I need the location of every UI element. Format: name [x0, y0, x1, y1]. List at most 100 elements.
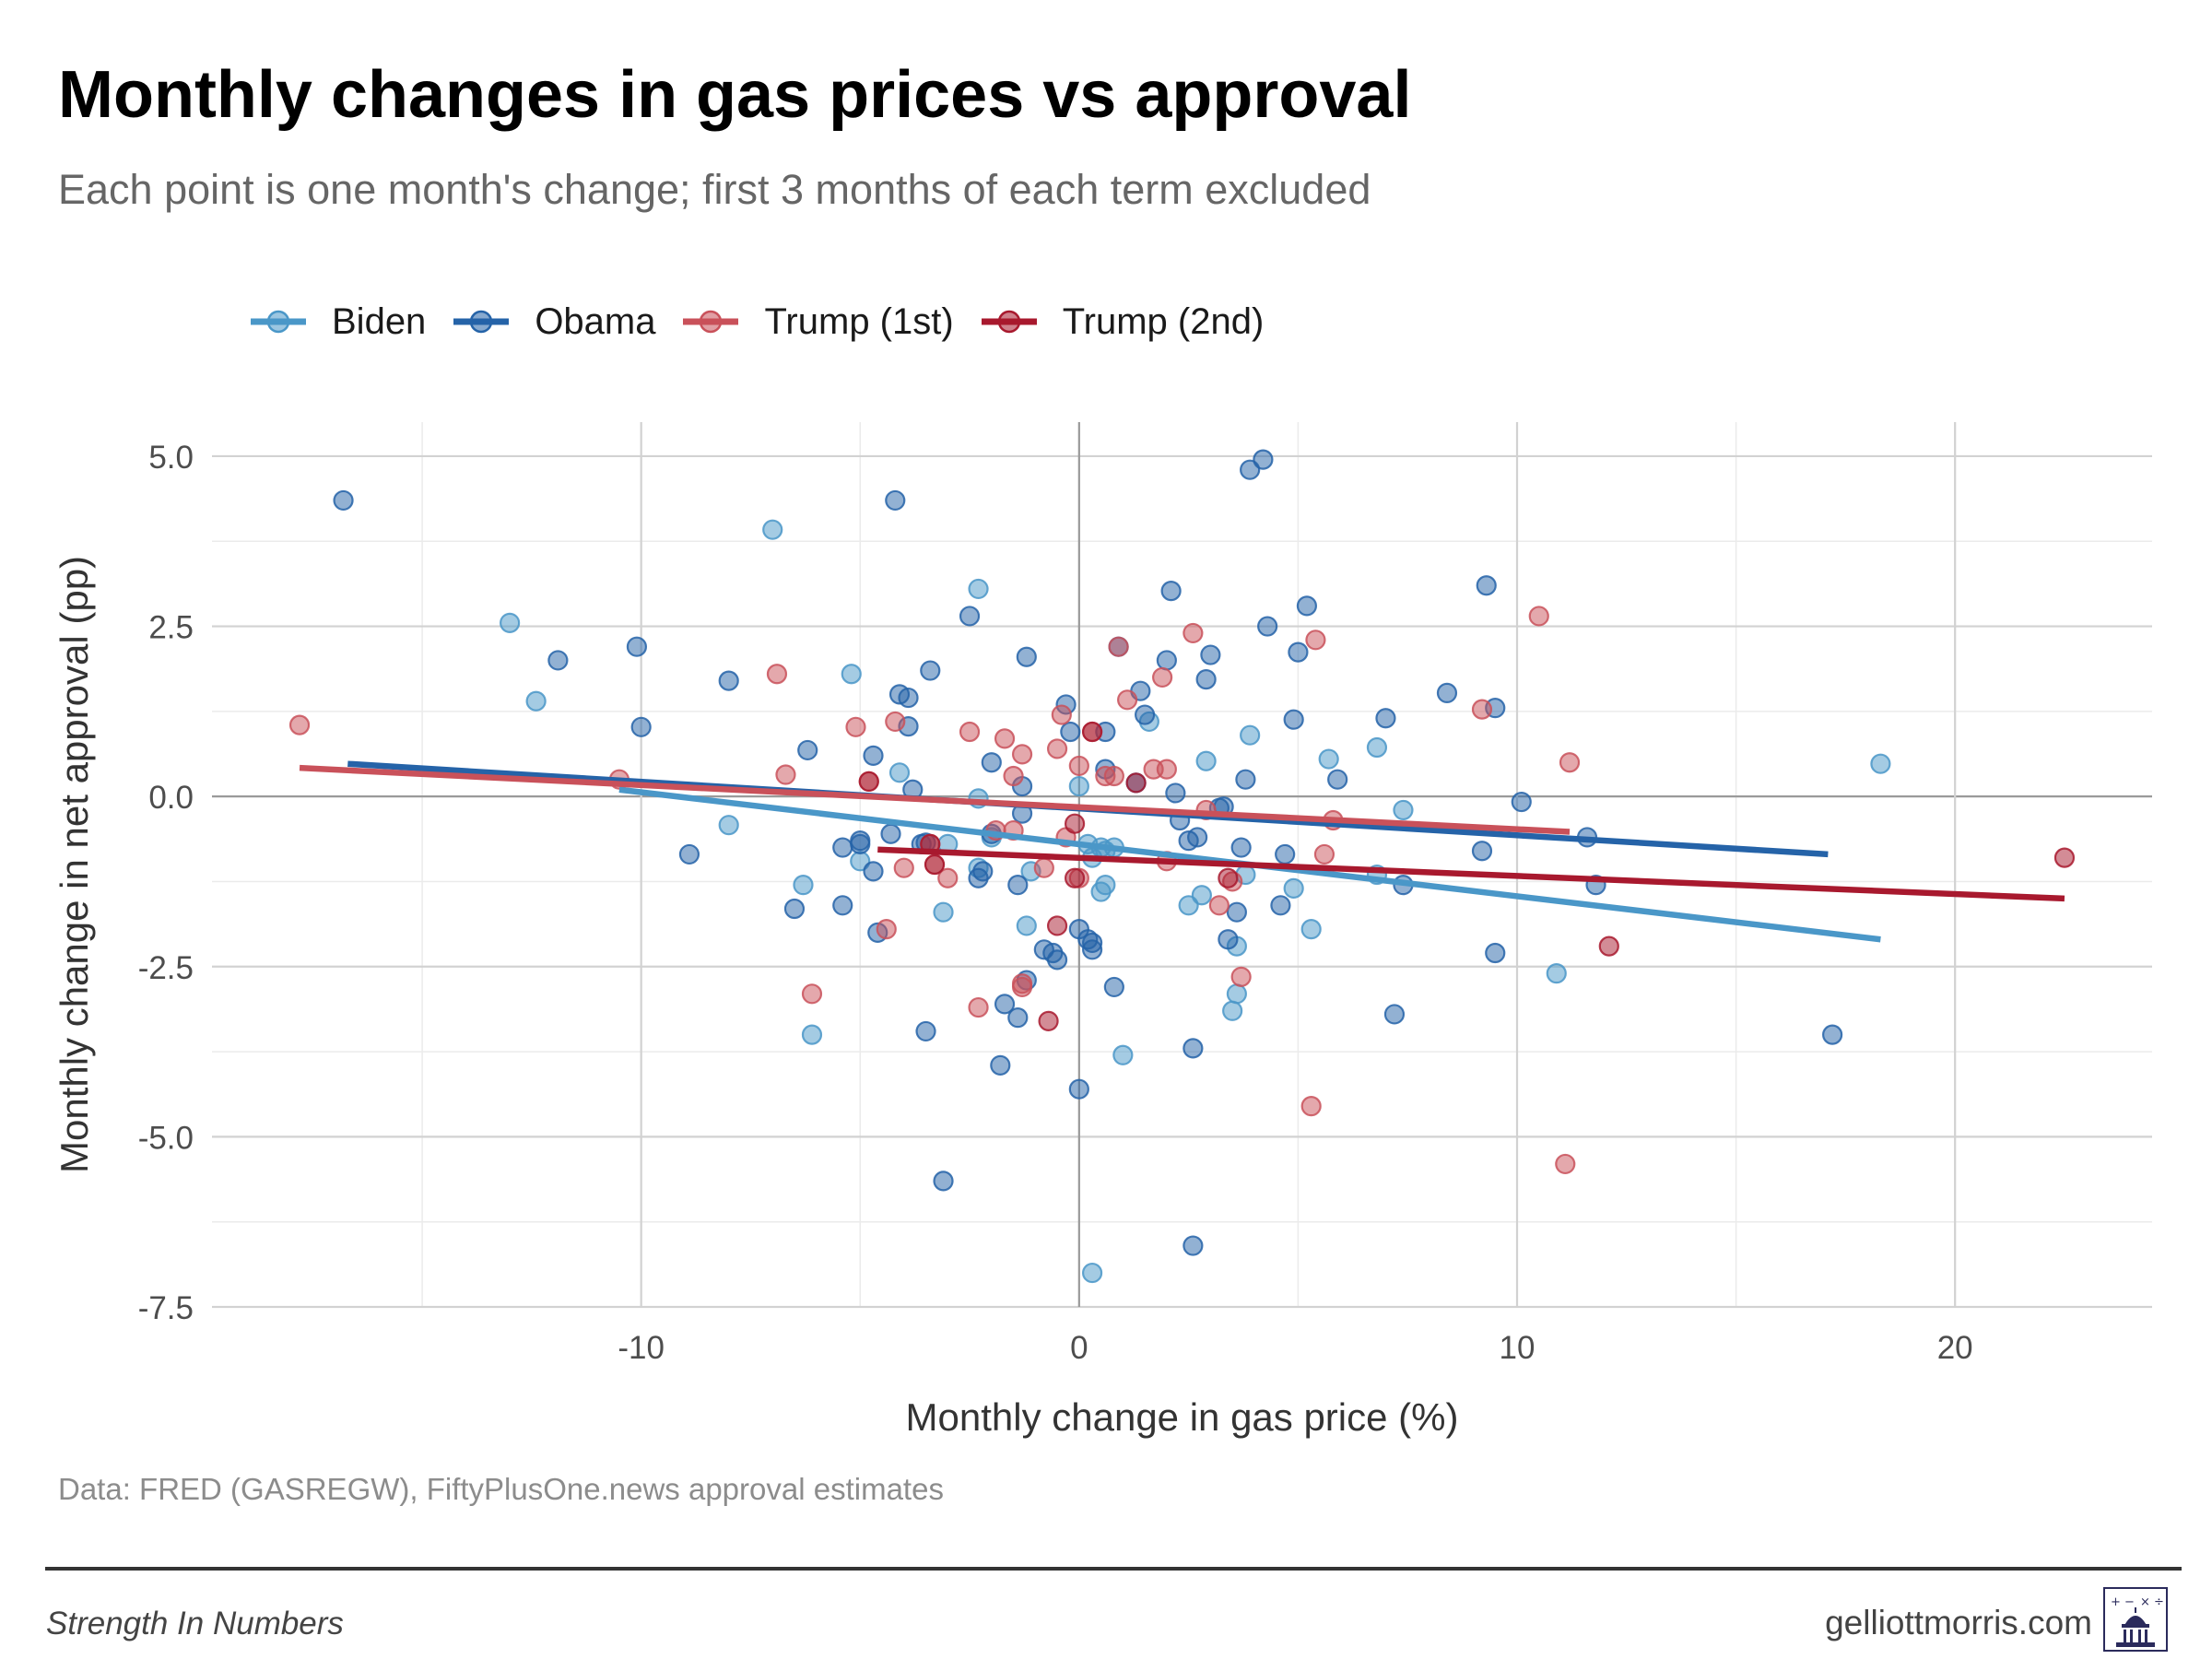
data-point [1081, 721, 1103, 743]
data-point [1218, 867, 1239, 888]
data-point [1103, 976, 1124, 998]
data-point [547, 650, 569, 671]
data-point [933, 901, 954, 923]
data-point [801, 1024, 823, 1045]
data-point [1275, 843, 1296, 865]
data-point [1257, 616, 1278, 637]
data-point [1081, 932, 1103, 954]
data-point [1226, 901, 1247, 923]
data-point [1038, 1010, 1059, 1031]
legend-item-biden: Biden [251, 301, 426, 343]
data-point [893, 857, 914, 878]
data-point [525, 690, 547, 712]
data-point [1068, 755, 1089, 777]
data-point [1064, 867, 1086, 888]
y-tick-label: -2.5 [138, 950, 194, 986]
data-point [1003, 765, 1024, 787]
x-tick-label: 10 [1500, 1330, 1535, 1366]
data-point [937, 867, 959, 888]
data-point [1327, 769, 1348, 790]
x-tick-label: 20 [1937, 1330, 1973, 1366]
data-point [1870, 753, 1891, 774]
svg-text:+ −: + − [2111, 1595, 2135, 1609]
data-point [888, 762, 911, 783]
series-points-trump-1st [288, 606, 1581, 1175]
data-point [1230, 966, 1252, 987]
site-link[interactable]: gelliottmorris.com [1825, 1604, 2092, 1641]
data-point [1230, 837, 1252, 858]
legend-label-trump-1st: Trump (1st) [764, 300, 954, 342]
data-point [968, 996, 989, 1018]
data-point [1436, 682, 1458, 704]
data-point [1305, 629, 1326, 651]
legend-label-trump-2nd: Trump (2nd) [1062, 300, 1265, 342]
legend-label-obama: Obama [535, 300, 656, 342]
data-point [1191, 885, 1212, 906]
data-point [858, 771, 879, 793]
trend-line-trump-2nd [877, 846, 2065, 902]
data-point [885, 711, 906, 733]
data-point [1068, 775, 1089, 797]
data-point [876, 919, 897, 940]
data-point [1095, 875, 1116, 896]
data-point [1051, 704, 1072, 725]
data-point [1218, 929, 1239, 950]
data-point [845, 716, 866, 737]
data-point [1318, 748, 1339, 770]
legend: Biden Obama Trump (1st) Trump (2nd) [251, 293, 1291, 350]
data-point [972, 861, 994, 882]
data-point [1240, 724, 1261, 746]
y-tick-label: -7.5 [138, 1290, 194, 1326]
data-point [1046, 949, 1068, 971]
legend-label-biden: Biden [332, 300, 427, 342]
data-point [1016, 646, 1037, 667]
data-point [863, 861, 884, 882]
data-point [1007, 1007, 1029, 1029]
source-note: Data: FRED (GASREGW), FiftyPlusOne.news … [58, 1472, 944, 1506]
data-point [981, 752, 1002, 773]
data-point [797, 739, 818, 761]
data-point [1383, 1004, 1406, 1025]
data-point [994, 994, 1016, 1015]
data-point [1152, 666, 1173, 688]
data-point [1011, 976, 1033, 998]
series-points-trump-2nd [858, 721, 2076, 1031]
data-point [850, 833, 871, 854]
data-point [924, 853, 946, 876]
data-point [1108, 636, 1129, 657]
data-point [1046, 738, 1068, 759]
data-point [783, 898, 806, 920]
data-point [1016, 915, 1037, 936]
data-point [793, 875, 814, 896]
chart-subtitle: Each point is one month's change; first … [58, 166, 1371, 213]
data-point [1222, 1000, 1243, 1021]
data-point [766, 664, 788, 685]
data-point [1485, 942, 1506, 964]
y-tick-label: -5.0 [138, 1120, 194, 1156]
data-point [1471, 699, 1493, 720]
data-point [1296, 595, 1318, 617]
data-point [775, 764, 796, 785]
data-point [1125, 772, 1147, 794]
data-point [1366, 736, 1388, 759]
y-tick-label: 5.0 [148, 440, 194, 476]
legend-key-obama [453, 310, 510, 334]
data-point [898, 687, 919, 709]
data-point [500, 612, 521, 633]
data-point [1135, 704, 1156, 725]
legend-item-trump-2nd: Trump (2nd) [981, 300, 1265, 343]
data-point [1300, 919, 1322, 940]
data-point [1156, 759, 1177, 780]
data-point [288, 714, 311, 735]
y-tick-label: 0.0 [148, 780, 194, 816]
brand-name: Strength In Numbers [46, 1606, 344, 1641]
data-point [1182, 622, 1204, 644]
data-point [1822, 1024, 1843, 1045]
data-point [1555, 1153, 1576, 1175]
data-point [832, 895, 853, 916]
footer-divider [45, 1567, 2182, 1571]
data-point [1313, 843, 1335, 865]
legend-key-trump-1st [683, 310, 739, 334]
y-axis-label: Monthly change in net approval (pp) [53, 556, 96, 1173]
data-point [959, 721, 981, 743]
